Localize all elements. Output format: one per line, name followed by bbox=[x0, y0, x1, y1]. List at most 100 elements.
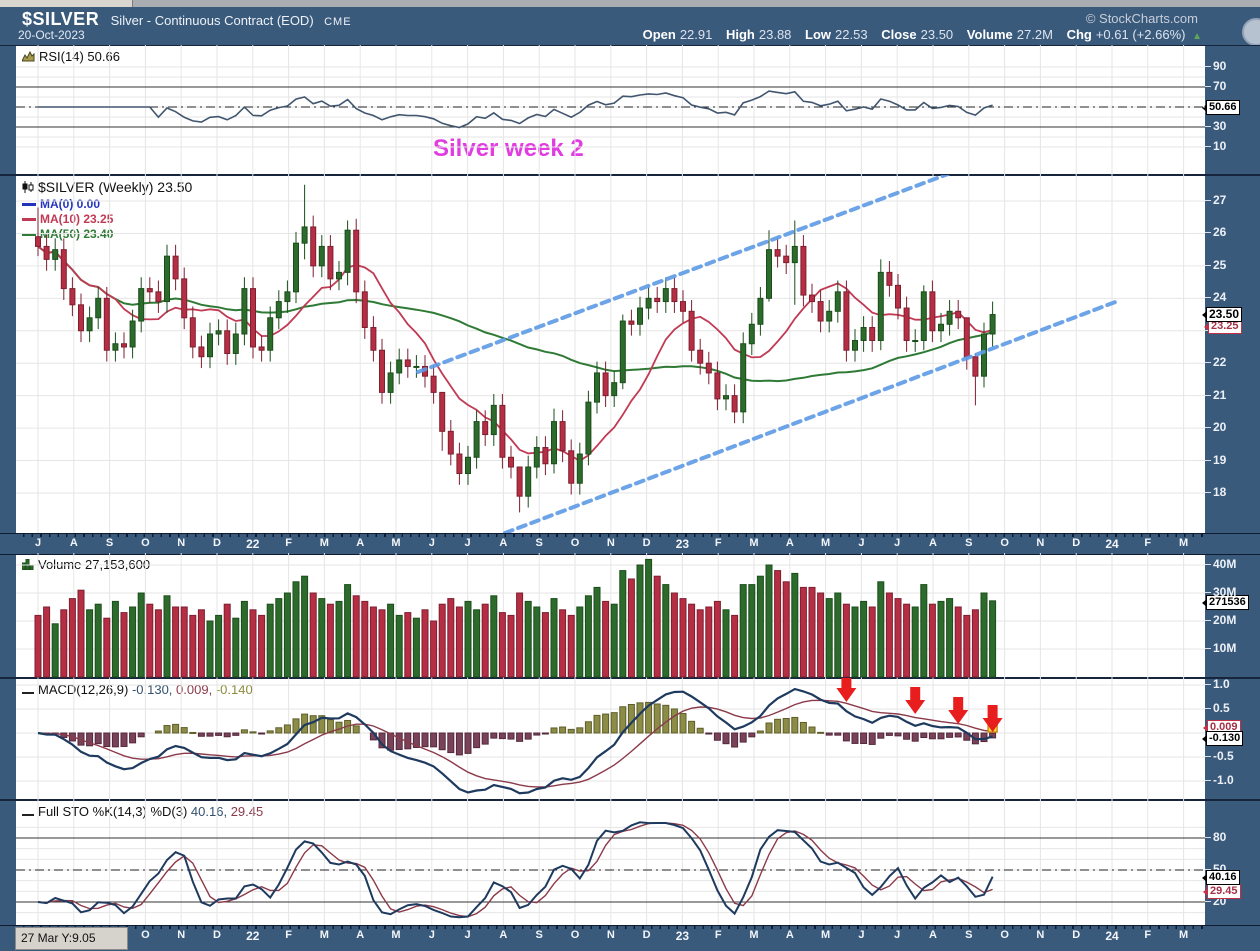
month-label: D bbox=[1072, 929, 1081, 941]
scrollbar-thumb[interactable] bbox=[0, 0, 133, 7]
month-label: N bbox=[177, 537, 186, 549]
annotation-text: Silver week 2 bbox=[433, 135, 584, 162]
candlestick-icon bbox=[22, 180, 34, 196]
low-value: 22.53 bbox=[835, 27, 868, 42]
month-label: F bbox=[285, 929, 292, 941]
divider bbox=[0, 677, 1260, 679]
month-label: J bbox=[858, 929, 865, 941]
crosshair-tooltip: 27 Mar Y:9.05 bbox=[15, 927, 128, 950]
volume-label: Volume bbox=[966, 27, 1013, 42]
axis-tick-label: -1.0 bbox=[1205, 773, 1234, 787]
month-label: D bbox=[642, 929, 651, 941]
month-label: M bbox=[319, 929, 329, 941]
month-label: S bbox=[535, 929, 543, 941]
month-label: D bbox=[642, 537, 651, 549]
price-title: $SILVER (Weekly) 23.50 bbox=[38, 179, 193, 195]
month-label: J bbox=[464, 537, 471, 549]
quote-row: Open 22.91 High 23.88 Low 22.53 Close 23.50 … bbox=[633, 27, 1202, 42]
price-plot bbox=[16, 175, 1205, 533]
ma50-line-icon bbox=[22, 233, 36, 237]
month-label: S bbox=[105, 537, 114, 549]
month-label: F bbox=[285, 537, 292, 549]
axis-tick-label: 20 bbox=[1204, 420, 1227, 435]
month-label: D bbox=[213, 537, 221, 549]
year-label: 23 bbox=[675, 929, 690, 943]
divider bbox=[0, 45, 1260, 46]
symbol: $SILVER bbox=[22, 9, 100, 29]
low-label: Low bbox=[805, 27, 832, 42]
month-label: M bbox=[1179, 537, 1189, 549]
month-label: N bbox=[606, 929, 615, 941]
close-label: Close bbox=[881, 27, 917, 42]
month-label: J bbox=[894, 929, 901, 941]
rsi-legend: RSI(14) 50.66 bbox=[21, 49, 120, 65]
down-arrow-icon bbox=[836, 678, 857, 702]
macd-plot bbox=[16, 678, 1205, 800]
line-icon bbox=[22, 683, 34, 698]
divider bbox=[0, 799, 1260, 801]
axis-tick-label: 10M bbox=[1204, 641, 1237, 655]
macd-label: MACD(12,26,9) bbox=[38, 682, 129, 697]
open-label: Open bbox=[642, 27, 676, 42]
sto-value-2: 29.45 bbox=[230, 804, 264, 819]
month-label: F bbox=[1144, 537, 1152, 549]
down-arrow-icon bbox=[905, 687, 926, 714]
close-value: 23.50 bbox=[920, 27, 954, 42]
high-label: High bbox=[725, 27, 755, 42]
axis-tick-label: 22 bbox=[1204, 355, 1227, 370]
month-label: M bbox=[749, 929, 759, 941]
month-label: D bbox=[213, 929, 221, 941]
axis-tick-label: 70 bbox=[1204, 79, 1227, 93]
divider bbox=[0, 174, 1260, 176]
month-label: M bbox=[821, 929, 831, 941]
top-scrollbar[interactable] bbox=[0, 0, 1260, 7]
month-label: O bbox=[570, 537, 580, 549]
rsi-label: RSI(14) bbox=[39, 49, 84, 64]
ma10-legend: MA(10) 23.25 bbox=[22, 212, 113, 226]
chg-label: Chg bbox=[1066, 27, 1092, 42]
high-value: 23.88 bbox=[758, 27, 792, 42]
macd-value-3: -0.140 bbox=[215, 682, 253, 697]
month-label: N bbox=[1036, 929, 1045, 941]
month-label: N bbox=[606, 537, 615, 549]
axis-tick-label: 21 bbox=[1204, 387, 1227, 402]
month-label: F bbox=[714, 929, 722, 941]
volume-value: 27.2M bbox=[1016, 27, 1053, 42]
month-label: J bbox=[858, 537, 865, 549]
month-label: A bbox=[499, 929, 508, 941]
month-label: F bbox=[1144, 929, 1152, 941]
macd-value-2: 0.009, bbox=[176, 682, 213, 697]
month-label: A bbox=[785, 537, 794, 549]
header-widget-circle[interactable] bbox=[1242, 18, 1260, 46]
month-label: J bbox=[34, 537, 42, 549]
down-arrow-icon bbox=[982, 705, 1003, 732]
last-price-box: 23.50 bbox=[1201, 307, 1243, 322]
month-label: F bbox=[714, 537, 722, 549]
year-label: 24 bbox=[1105, 537, 1119, 551]
rsi-value-box: 50.66 bbox=[1202, 100, 1240, 115]
month-label: M bbox=[319, 537, 329, 549]
x-axis-middle: J A S O N D 22 F M A M J J A S O N D 23 F M A M J J A S O N D 24 F M bbox=[0, 533, 1260, 555]
year-label: 22 bbox=[246, 537, 260, 551]
sto-plot bbox=[16, 800, 1205, 925]
month-label: D bbox=[1072, 537, 1081, 549]
axis-tick-label: -0.5 bbox=[1205, 749, 1234, 763]
sto-label: Full STO %K(14,3) %D(3) bbox=[38, 804, 188, 819]
axis-tick-label: 30 bbox=[1204, 119, 1227, 133]
line-icon bbox=[22, 805, 34, 820]
month-label: J bbox=[464, 929, 471, 941]
month-label: A bbox=[785, 929, 794, 941]
axis-tick-label: 80 bbox=[1204, 830, 1227, 844]
stockcharts-copyright: © StockCharts.com bbox=[1085, 11, 1198, 26]
down-arrow-icon bbox=[948, 697, 969, 724]
month-label: J bbox=[894, 537, 901, 549]
month-label: M bbox=[391, 537, 401, 549]
axis-tick-label: 25 bbox=[1204, 257, 1227, 272]
axis-tick-label: 20M bbox=[1204, 613, 1237, 627]
month-label: J bbox=[428, 929, 435, 941]
month-label: J bbox=[428, 537, 435, 549]
chart-header: $SILVER Silver - Continuous Contract (EO… bbox=[0, 7, 1260, 46]
axis-tick-label: 27 bbox=[1204, 193, 1227, 207]
